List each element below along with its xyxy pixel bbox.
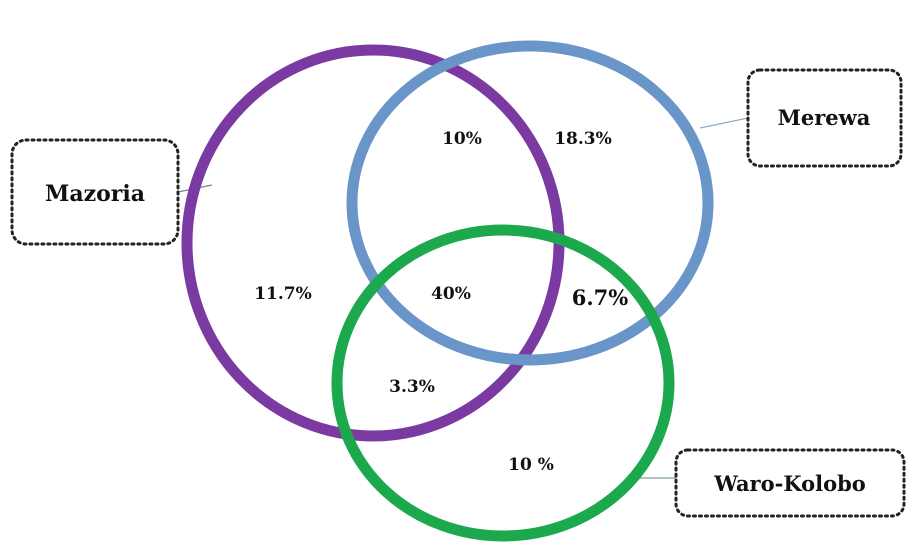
region-mazoria-merewa: 10% bbox=[442, 129, 482, 149]
region-waro-kolobo-only: 10 % bbox=[508, 455, 554, 475]
merewa-label: Merewa bbox=[778, 105, 871, 130]
region-mazoria-waro-kolobo: 3.3% bbox=[389, 377, 435, 397]
merewa-connector bbox=[699, 117, 749, 129]
waro-kolobo-label-box bbox=[674, 448, 906, 518]
region-all-three: 40% bbox=[431, 284, 471, 304]
mazoria-circle bbox=[181, 44, 565, 442]
region-mazoria-only: 11.7% bbox=[254, 284, 312, 304]
mazoria-label-box bbox=[10, 138, 180, 246]
merewa-circle bbox=[346, 40, 714, 366]
merewa-label-box bbox=[746, 68, 903, 168]
mazoria-label: Mazoria bbox=[45, 181, 145, 207]
waro-kolobo-circle bbox=[331, 224, 675, 542]
waro-kolobo-label: Waro-Kolobo bbox=[713, 471, 866, 496]
region-merewa-waro-kolobo: 6.7% bbox=[572, 285, 629, 310]
region-merewa-only: 18.3% bbox=[554, 129, 612, 149]
